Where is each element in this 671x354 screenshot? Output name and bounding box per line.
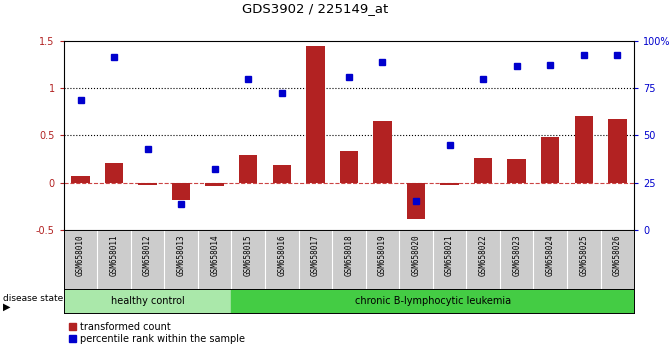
Bar (373, 121, 392, 183)
Text: GSM658019: GSM658019 (378, 235, 387, 276)
Text: GSM658013: GSM658013 (176, 235, 186, 276)
Bar (306, 46, 325, 183)
Bar (138, 183, 157, 185)
Text: GSM658017: GSM658017 (311, 235, 320, 276)
Bar (507, 159, 526, 183)
Text: GSM658014: GSM658014 (210, 235, 219, 276)
Text: GSM658026: GSM658026 (613, 235, 622, 276)
Text: disease state: disease state (3, 294, 64, 303)
Bar (541, 137, 560, 183)
Bar (64, 289, 231, 313)
Text: chronic B-lymphocytic leukemia: chronic B-lymphocytic leukemia (355, 296, 511, 306)
Bar (231, 289, 651, 313)
Text: GSM658024: GSM658024 (546, 235, 555, 276)
Text: GSM658012: GSM658012 (143, 235, 152, 276)
Text: GSM658022: GSM658022 (478, 235, 488, 276)
Text: GSM658020: GSM658020 (411, 235, 421, 276)
Text: GDS3902 / 225149_at: GDS3902 / 225149_at (242, 2, 389, 15)
Bar (172, 183, 191, 200)
Bar (407, 183, 425, 219)
Legend: transformed count, percentile rank within the sample: transformed count, percentile rank withi… (68, 322, 246, 344)
Bar (205, 183, 224, 185)
Text: GSM658015: GSM658015 (244, 235, 253, 276)
Bar (474, 158, 493, 183)
Text: GSM658018: GSM658018 (344, 235, 354, 276)
Bar (105, 163, 123, 183)
Bar (574, 116, 593, 183)
Bar (239, 155, 258, 183)
Text: ▶: ▶ (3, 302, 11, 312)
Text: GSM658023: GSM658023 (512, 235, 521, 276)
Text: GSM658021: GSM658021 (445, 235, 454, 276)
Text: GSM658016: GSM658016 (277, 235, 287, 276)
Text: GSM658011: GSM658011 (109, 235, 119, 276)
Text: GSM658010: GSM658010 (76, 235, 85, 276)
Bar (440, 183, 459, 185)
Bar (71, 176, 90, 183)
Bar (608, 119, 627, 183)
Bar (340, 150, 358, 183)
Text: GSM658025: GSM658025 (579, 235, 588, 276)
Text: healthy control: healthy control (111, 296, 185, 306)
Bar (272, 165, 291, 183)
